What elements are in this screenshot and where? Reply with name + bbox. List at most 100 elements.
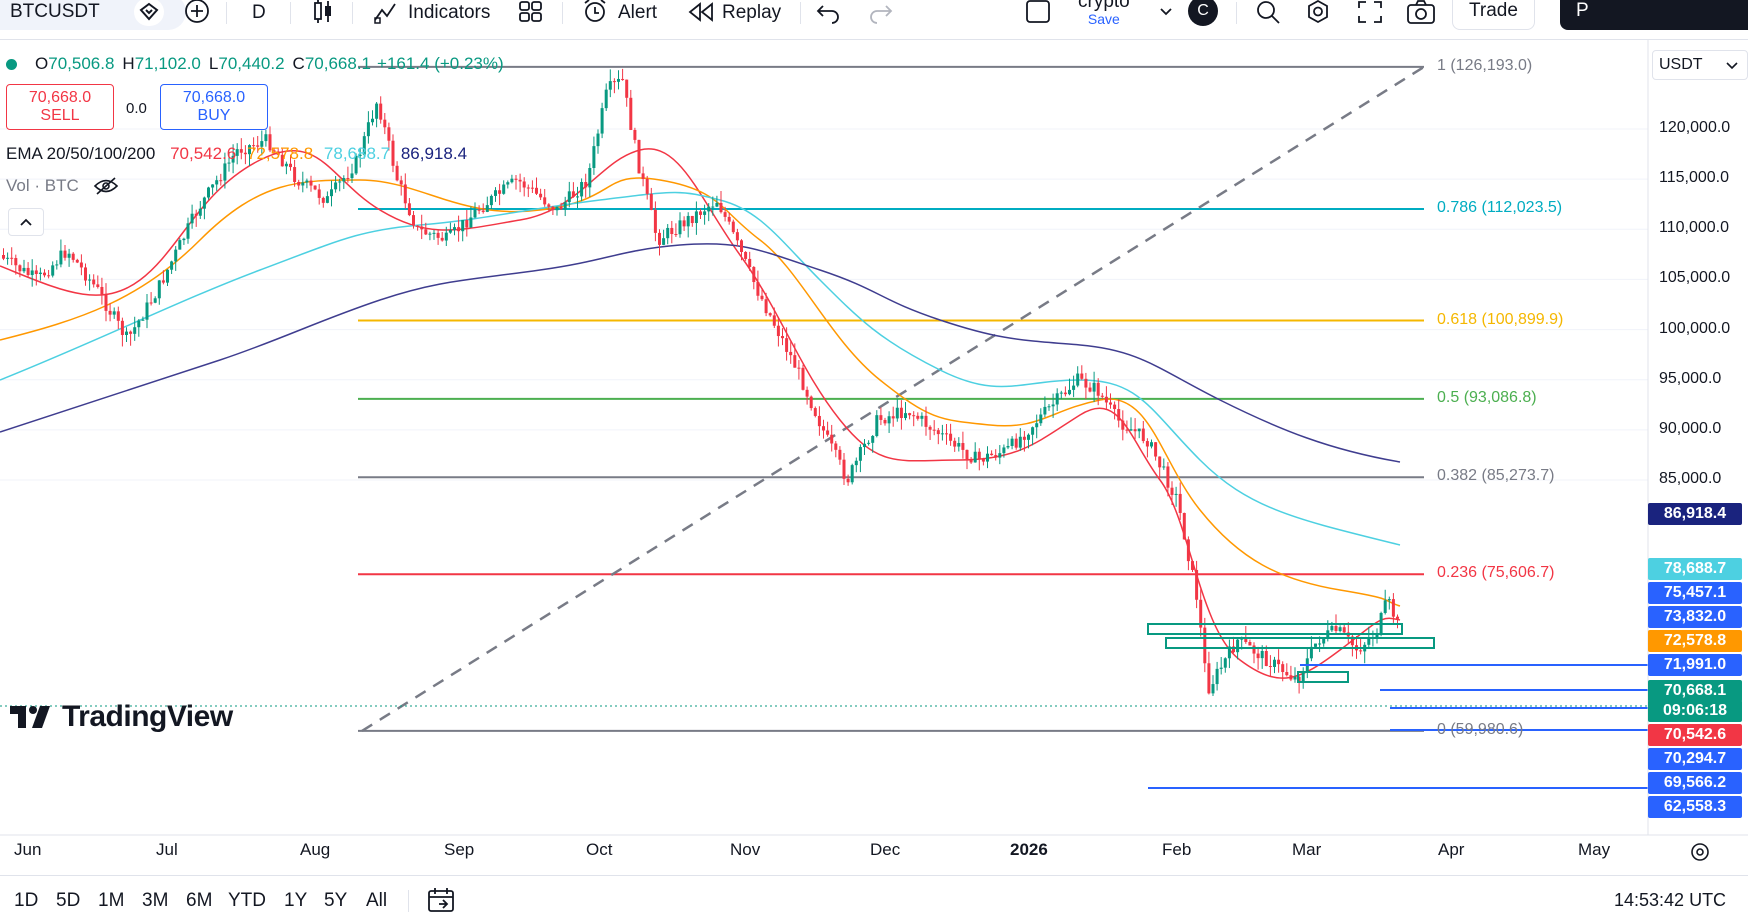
candle-body bbox=[649, 193, 653, 210]
goto-date-button[interactable] bbox=[426, 886, 456, 919]
candle-body bbox=[973, 451, 977, 463]
price-axis-tag[interactable]: 73,832.0 bbox=[1648, 606, 1742, 628]
candle-body bbox=[1129, 429, 1133, 431]
chart-pane[interactable]: O 70,506.8 H 71,102.0 L 70,440.2 C 70,668.1 … bbox=[0, 40, 1748, 875]
price-axis-tag[interactable]: 78,688.7 bbox=[1648, 558, 1742, 580]
candle-body bbox=[1396, 616, 1399, 619]
layout-dropdown-button[interactable] bbox=[1158, 0, 1174, 26]
user-avatar[interactable]: C bbox=[1188, 0, 1218, 26]
candle-type-button[interactable] bbox=[310, 0, 336, 26]
candle-body bbox=[530, 187, 534, 189]
snapshot-button[interactable] bbox=[1406, 0, 1436, 26]
sell-button[interactable]: 70,668.0 SELL bbox=[6, 84, 114, 130]
settings-button[interactable] bbox=[1304, 0, 1332, 26]
candle-body bbox=[207, 187, 210, 198]
collapse-legend-button[interactable] bbox=[8, 208, 44, 236]
range-3m[interactable]: 3M bbox=[142, 890, 169, 911]
quick-search-button[interactable] bbox=[1254, 0, 1282, 26]
range-1y[interactable]: 1Y bbox=[284, 890, 308, 911]
symbol-search[interactable]: BTCUSDT bbox=[0, 0, 186, 30]
price-axis-tag[interactable]: 71,991.0 bbox=[1648, 654, 1742, 676]
candle-body bbox=[1006, 445, 1010, 448]
range-5y[interactable]: 5Y bbox=[324, 890, 348, 911]
candle-body bbox=[1002, 447, 1006, 454]
symbol-compare-icon[interactable] bbox=[134, 0, 164, 26]
candle-body bbox=[494, 190, 497, 196]
add-symbol-button[interactable] bbox=[184, 0, 210, 26]
currency-select[interactable]: USDT bbox=[1652, 50, 1748, 80]
candle-body bbox=[662, 238, 666, 245]
candle-body bbox=[1207, 663, 1211, 694]
candle-body bbox=[1260, 651, 1264, 659]
candle-body bbox=[256, 145, 260, 147]
range-1m[interactable]: 1M bbox=[98, 890, 125, 911]
indicators-button[interactable]: Indicators bbox=[372, 0, 490, 26]
trade-button[interactable]: Trade bbox=[1452, 0, 1535, 30]
indicators-icon bbox=[374, 3, 396, 24]
price-axis-tag[interactable]: 75,457.1 bbox=[1648, 582, 1742, 604]
interval-button[interactable]: D bbox=[252, 0, 266, 26]
candle-body bbox=[301, 182, 305, 186]
price-axis-tag[interactable]: 69,566.2 bbox=[1648, 772, 1742, 794]
buy-button[interactable]: 70,668.0 BUY bbox=[160, 84, 268, 130]
layout-name-button[interactable]: crypto Save bbox=[1078, 0, 1130, 32]
search-icon bbox=[1257, 1, 1280, 24]
layout-select-button[interactable] bbox=[1024, 0, 1052, 26]
candle-body bbox=[539, 193, 543, 198]
range-1d[interactable]: 1D bbox=[14, 890, 39, 911]
candle-body bbox=[1252, 645, 1256, 654]
candle-body bbox=[768, 313, 772, 316]
candle-body bbox=[178, 240, 182, 250]
candle-body bbox=[891, 416, 895, 419]
price-chart[interactable] bbox=[0, 40, 1748, 875]
range-ytd[interactable]: YTD bbox=[228, 890, 266, 911]
candle-body bbox=[998, 453, 1002, 458]
volume-legend[interactable]: Vol · BTC bbox=[6, 176, 119, 196]
undo-button[interactable] bbox=[815, 0, 843, 26]
range-5d[interactable]: 5D bbox=[56, 890, 81, 911]
price-axis-tag[interactable]: 72,578.8 bbox=[1648, 630, 1742, 652]
candle-body bbox=[461, 220, 465, 232]
candle-body bbox=[961, 443, 965, 450]
candle-body bbox=[59, 250, 63, 265]
candle-body bbox=[272, 150, 276, 152]
candle-body bbox=[248, 145, 251, 155]
candle-body bbox=[674, 234, 678, 236]
clock[interactable]: 14:53:42 UTC bbox=[1614, 890, 1727, 910]
candle-body bbox=[129, 331, 133, 334]
price-axis-tag[interactable]: 70,668.1 bbox=[1648, 680, 1742, 702]
templates-button[interactable] bbox=[518, 0, 544, 26]
price-axis-tag[interactable]: 70,542.6 bbox=[1648, 724, 1742, 746]
top-toolbar: BTCUSDT D Indicators Alert Replay crypto bbox=[0, 0, 1748, 40]
candle-body bbox=[1170, 487, 1174, 495]
candle-body bbox=[1244, 637, 1248, 643]
candle-body bbox=[469, 217, 473, 228]
tradingview-watermark[interactable]: TradingView bbox=[10, 700, 233, 734]
price-axis-tag[interactable]: 86,918.4 bbox=[1648, 503, 1742, 525]
price-axis-tag[interactable]: 70,294.7 bbox=[1648, 748, 1742, 770]
candle-body bbox=[1084, 378, 1088, 388]
price-axis-tag[interactable]: 62,558.3 bbox=[1648, 796, 1742, 818]
fullscreen-button[interactable] bbox=[1356, 0, 1384, 26]
candle-body bbox=[145, 302, 149, 320]
ema-legend[interactable]: EMA 20/50/100/200 70,542.6 72,578.8 78,6… bbox=[6, 144, 467, 164]
candle-body bbox=[1219, 667, 1223, 669]
replay-button[interactable]: Replay bbox=[686, 0, 781, 26]
candle-body bbox=[43, 272, 46, 276]
fib-level-label: 0 (59,980.6) bbox=[1437, 720, 1524, 738]
alert-button[interactable]: Alert bbox=[580, 0, 657, 26]
candle-body bbox=[744, 251, 748, 259]
range-all[interactable]: All bbox=[366, 890, 388, 911]
undo-icon bbox=[816, 5, 839, 24]
range-6m[interactable]: 6M bbox=[186, 890, 213, 911]
time-axis-tick: 2026 bbox=[1010, 840, 1048, 859]
candle-body bbox=[1314, 643, 1317, 647]
publish-button[interactable]: P bbox=[1560, 0, 1748, 30]
candle-body bbox=[756, 282, 760, 296]
candle-body bbox=[1359, 650, 1363, 652]
redo-button[interactable] bbox=[866, 0, 894, 26]
candle-body bbox=[498, 190, 502, 194]
candle-body bbox=[6, 257, 10, 259]
time-axis-settings[interactable] bbox=[1688, 840, 1712, 869]
price-axis-tag[interactable]: 09:06:18 bbox=[1648, 700, 1742, 722]
